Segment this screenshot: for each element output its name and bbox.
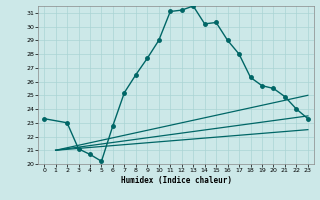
X-axis label: Humidex (Indice chaleur): Humidex (Indice chaleur): [121, 176, 231, 185]
